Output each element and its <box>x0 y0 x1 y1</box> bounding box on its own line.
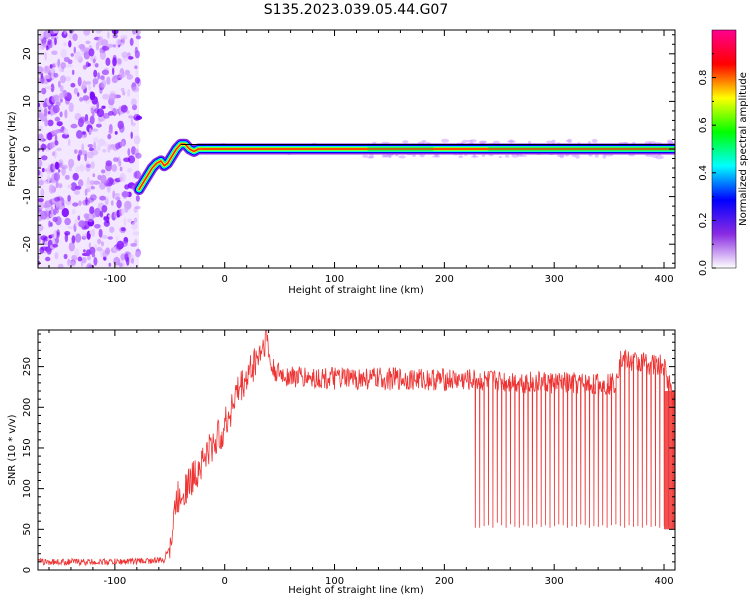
snr-y-axis-label: SNR (10 * v/v) <box>7 414 18 485</box>
spectrogram-x-tick-label: 300 <box>545 274 564 285</box>
snr-x-tick-label: 100 <box>325 576 344 587</box>
colorbar-gradient <box>712 30 736 268</box>
spectrogram-x-tick-label: 400 <box>654 274 673 285</box>
spectrogram-y-tick-label: 10 <box>22 95 33 108</box>
spectrogram-x-tick-label: 200 <box>435 274 454 285</box>
colorbar-label: Normalized spectral amplitude <box>738 72 749 226</box>
spectrogram-y-axis-label: Frequency (Hz) <box>7 111 18 187</box>
spectrogram-x-axis-label: Height of straight line (km) <box>288 285 424 296</box>
spectrogram-y-tick-label: 0 <box>22 146 33 152</box>
snr-y-tick-label: 0 <box>22 567 33 573</box>
snr-y-tick-label: 100 <box>22 479 33 498</box>
spectrogram-y-tick-label: -10 <box>22 188 33 204</box>
colorbar-tick-label: 0.4 <box>698 165 709 181</box>
colorbar-ticks: 0.0 0.2 0.4 0.6 0.8 <box>698 53 716 276</box>
colorbar-tick-label: 0.6 <box>698 117 709 133</box>
snr-dense-tail <box>664 391 675 530</box>
snr-x-tick-label: 0 <box>222 576 228 587</box>
noise-speckle <box>38 30 143 268</box>
colorbar: 0.0 0.2 0.4 0.6 0.8 Normalized spectral ampl… <box>698 29 749 276</box>
snr-ticks: -100 0 100 200 300 400 0 50 100 150 200 250 <box>22 330 675 587</box>
spectrogram-x-tick-label: 0 <box>222 274 228 285</box>
spectrogram-x-tick-label: 100 <box>325 274 344 285</box>
spectrogram-y-tick-label: -20 <box>22 236 33 252</box>
colorbar-tick-label: 0.2 <box>698 212 709 228</box>
snr-y-tick-label: 150 <box>22 438 33 457</box>
snr-x-tick-label: 300 <box>545 576 564 587</box>
snr-x-tick-label: 200 <box>435 576 454 587</box>
spectrogram-y-tick-label: 20 <box>22 47 33 60</box>
snr-x-axis-label: Height of straight line (km) <box>288 585 424 596</box>
snr-content <box>38 330 675 567</box>
figure-title: S135.2023.039.05.44.G07 <box>264 2 449 18</box>
snr-x-tick-label: -100 <box>104 576 127 587</box>
snr-y-tick-label: 200 <box>22 398 33 417</box>
snr-series-line <box>38 330 675 567</box>
snr-plot-area <box>38 330 675 570</box>
snr-x-tick-label: 400 <box>654 576 673 587</box>
snr-panel: -100 0 100 200 300 400 0 50 100 150 200 250 Height … <box>7 329 676 596</box>
snr-y-tick-label: 50 <box>22 523 33 536</box>
spectrogram-x-tick-label: -100 <box>104 274 127 285</box>
colorbar-tick-label: 0.8 <box>698 70 709 86</box>
snr-y-tick-label: 250 <box>22 357 33 376</box>
colorbar-tick-label: 0.0 <box>698 260 709 276</box>
spectrogram-content <box>38 30 675 268</box>
